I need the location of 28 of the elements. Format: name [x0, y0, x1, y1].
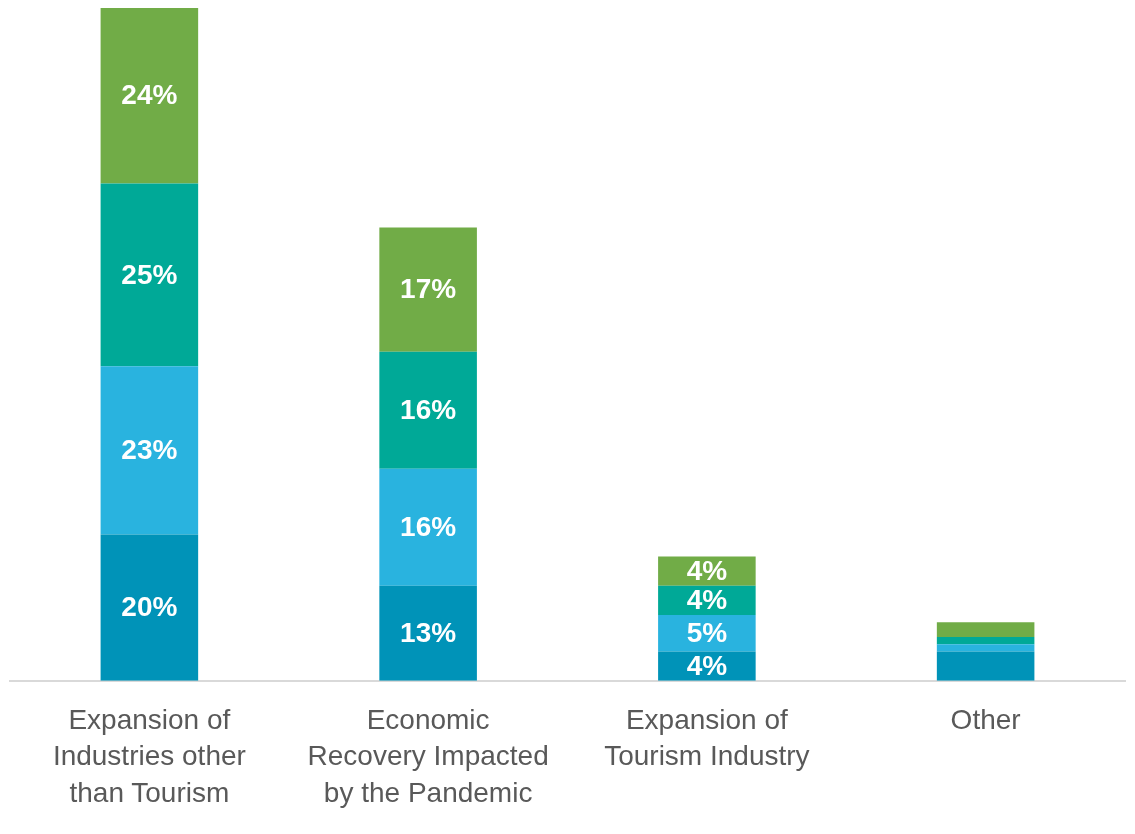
bar	[100, 8, 199, 184]
bar	[100, 183, 199, 367]
x-tick-label: Expansion of Tourism Industry	[604, 703, 810, 772]
x-tick-label: Other	[950, 703, 1021, 735]
data-label: 4%	[686, 649, 728, 681]
data-label: 16%	[400, 510, 457, 542]
bar	[379, 468, 477, 586]
bar	[100, 366, 199, 535]
data-label: 13%	[400, 616, 457, 648]
x-tick-label: Expansion of Industries other than Tourism	[52, 703, 246, 808]
x-tick-label: Economic Recovery Impacted by the Pandemic	[307, 703, 549, 808]
bar	[379, 585, 477, 681]
data-label: 16%	[400, 393, 457, 425]
bar	[936, 622, 1035, 637]
data-label: 17%	[400, 273, 457, 305]
data-label: 20%	[121, 591, 178, 623]
data-label: 4%	[686, 584, 728, 616]
data-label: 4%	[686, 554, 728, 586]
data-label: 23%	[121, 434, 178, 466]
bar	[379, 351, 477, 469]
bar	[100, 534, 199, 681]
bar	[936, 636, 1035, 645]
data-label: 5%	[686, 616, 728, 648]
bar	[936, 651, 1035, 681]
data-label: 25%	[121, 258, 178, 290]
data-label: 24%	[121, 79, 178, 111]
bar	[936, 644, 1035, 652]
bar	[379, 227, 477, 352]
